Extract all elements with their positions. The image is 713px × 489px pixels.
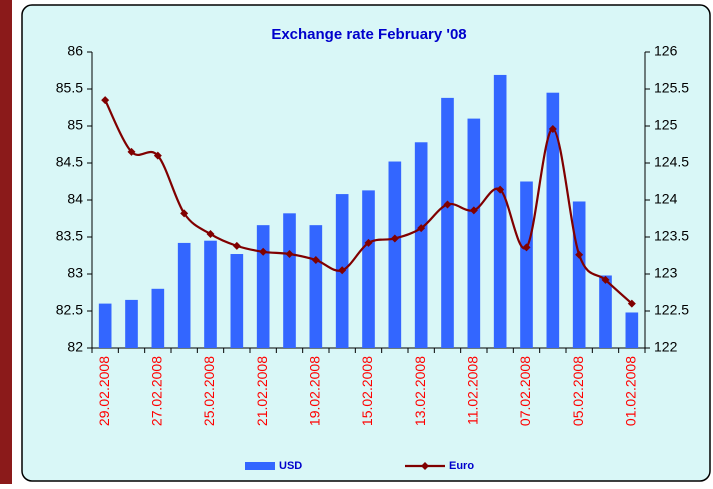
side-strip xyxy=(0,0,12,484)
bar xyxy=(362,190,375,348)
y-tick-label: 82.5 xyxy=(56,302,83,318)
bar xyxy=(230,254,244,348)
y2-tick-label: 123.5 xyxy=(654,228,689,244)
y2-tick-label: 123 xyxy=(654,265,678,281)
bar xyxy=(493,74,507,348)
bar xyxy=(441,97,454,348)
bar xyxy=(98,303,112,348)
x-tick-label: 01.02.2008 xyxy=(623,356,639,426)
x-tick-label: 15.02.2008 xyxy=(359,356,375,426)
bar xyxy=(520,181,533,348)
legend-label: Euro xyxy=(449,460,474,472)
bar xyxy=(125,299,138,348)
marker xyxy=(417,224,426,233)
bar xyxy=(177,242,191,348)
bar xyxy=(414,142,428,348)
x-tick-label: 07.02.2008 xyxy=(517,356,533,426)
marker xyxy=(127,147,136,156)
y-tick-label: 83.5 xyxy=(56,228,83,244)
y2-tick-label: 124.5 xyxy=(654,154,689,170)
marker xyxy=(101,96,110,105)
x-tick-label: 21.02.2008 xyxy=(254,356,270,426)
x-tick-label: 27.02.2008 xyxy=(149,356,165,426)
y-tick-label: 85.5 xyxy=(56,80,83,96)
x-tick-label: 11.02.2008 xyxy=(465,356,481,425)
marker xyxy=(153,151,162,160)
bar xyxy=(599,275,612,348)
x-tick-label: 05.02.2008 xyxy=(570,356,586,426)
y-tick-label: 84.5 xyxy=(56,154,83,170)
bar xyxy=(256,225,270,348)
marker xyxy=(390,234,399,243)
marker xyxy=(548,124,557,133)
bar xyxy=(151,288,165,348)
x-tick-label: 29.02.2008 xyxy=(96,356,112,426)
marker xyxy=(259,247,268,256)
legend-swatch xyxy=(245,462,275,470)
marker xyxy=(522,243,531,252)
marker xyxy=(496,185,505,194)
y-tick-label: 82 xyxy=(67,339,83,355)
bar xyxy=(467,118,481,348)
legend-marker xyxy=(421,462,429,470)
marker xyxy=(443,200,452,209)
marker xyxy=(180,209,189,218)
marker xyxy=(575,250,584,259)
marker xyxy=(206,230,215,239)
legend-label: USD xyxy=(279,460,302,472)
bar xyxy=(572,201,586,348)
y2-tick-label: 125 xyxy=(654,117,678,133)
bar xyxy=(283,213,296,348)
y-tick-label: 84 xyxy=(67,191,83,207)
bar xyxy=(546,92,560,348)
y-tick-label: 86 xyxy=(67,43,83,59)
marker xyxy=(469,206,478,215)
y2-tick-label: 124 xyxy=(654,191,678,207)
y-tick-label: 83 xyxy=(67,265,83,281)
bar xyxy=(204,240,217,348)
bar xyxy=(625,312,639,348)
y-tick-label: 85 xyxy=(67,117,83,133)
marker xyxy=(627,299,636,308)
bar xyxy=(309,225,323,348)
x-tick-label: 19.02.2008 xyxy=(307,356,323,426)
chart-title: Exchange rate February '08 xyxy=(271,26,466,43)
marker xyxy=(285,250,294,259)
marker xyxy=(232,241,241,250)
marker xyxy=(311,255,320,264)
y2-tick-label: 125.5 xyxy=(654,80,689,96)
y2-tick-label: 126 xyxy=(654,43,678,59)
y2-tick-label: 122.5 xyxy=(654,302,689,318)
y2-tick-label: 122 xyxy=(654,339,678,355)
marker xyxy=(364,238,373,247)
marker xyxy=(601,275,610,284)
marker xyxy=(338,266,347,275)
x-tick-label: 13.02.2008 xyxy=(412,356,428,426)
bar xyxy=(388,161,402,348)
x-tick-label: 25.02.2008 xyxy=(201,356,217,426)
